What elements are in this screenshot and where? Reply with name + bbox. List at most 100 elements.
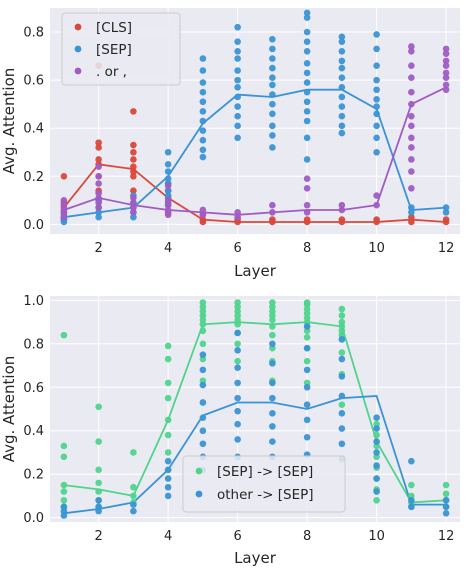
data-point bbox=[338, 129, 346, 137]
data-point bbox=[130, 168, 137, 175]
data-point bbox=[164, 192, 172, 199]
data-point bbox=[303, 218, 311, 226]
y-tick-label: 0.0 bbox=[23, 511, 44, 526]
data-point bbox=[199, 381, 207, 389]
x-tick-label: 2 bbox=[95, 241, 103, 256]
data-point bbox=[60, 213, 68, 221]
data-point bbox=[408, 74, 415, 82]
data-point bbox=[164, 182, 172, 190]
data-point bbox=[199, 206, 207, 214]
data-point bbox=[130, 108, 137, 115]
data-point bbox=[234, 23, 241, 31]
data-point bbox=[373, 488, 380, 495]
data-point bbox=[234, 394, 241, 402]
data-point bbox=[234, 320, 241, 328]
data-point bbox=[130, 163, 137, 170]
data-point bbox=[303, 79, 311, 86]
data-point bbox=[130, 213, 137, 221]
data-point bbox=[95, 488, 102, 495]
data-point bbox=[234, 76, 241, 84]
data-point bbox=[408, 47, 415, 55]
data-point bbox=[408, 144, 415, 151]
data-point bbox=[234, 47, 241, 55]
data-point bbox=[130, 141, 137, 149]
data-point bbox=[199, 153, 207, 161]
data-point bbox=[234, 209, 241, 216]
x-ticks-top: 2 4 6 8 10 12 bbox=[95, 241, 455, 256]
data-point bbox=[338, 84, 346, 91]
data-point bbox=[269, 45, 276, 53]
data-point bbox=[60, 481, 68, 489]
data-point bbox=[199, 211, 207, 219]
legend-label: other -> [SEP] bbox=[217, 487, 314, 503]
data-point bbox=[442, 74, 450, 82]
y-ticks-top: 0.0 0.2 0.4 0.6 0.8 bbox=[23, 26, 44, 233]
data-point bbox=[234, 213, 241, 221]
data-point bbox=[373, 431, 380, 439]
legend-box bbox=[182, 455, 346, 513]
data-point bbox=[199, 440, 207, 448]
data-point bbox=[95, 144, 102, 151]
data-point bbox=[338, 392, 346, 400]
data-point bbox=[60, 512, 68, 519]
data-point bbox=[338, 47, 346, 55]
data-point bbox=[130, 501, 137, 508]
y-tick-label: 0.4 bbox=[23, 122, 44, 137]
data-point bbox=[130, 492, 137, 500]
data-point bbox=[338, 425, 346, 432]
data-point bbox=[130, 199, 137, 207]
data-point bbox=[338, 305, 346, 313]
data-point bbox=[234, 103, 241, 110]
data-point bbox=[442, 496, 450, 504]
data-point bbox=[234, 38, 241, 45]
data-point bbox=[338, 112, 346, 120]
mean-line bbox=[63, 88, 447, 219]
data-point bbox=[408, 209, 415, 216]
data-point bbox=[234, 134, 241, 142]
data-point bbox=[408, 185, 415, 192]
data-point bbox=[303, 175, 311, 183]
data-point bbox=[303, 416, 311, 424]
y-tick-label: 0.8 bbox=[23, 26, 44, 41]
data-point bbox=[269, 218, 276, 226]
data-point bbox=[60, 453, 68, 461]
mean-lines-bottom bbox=[63, 321, 447, 515]
data-point bbox=[269, 132, 276, 139]
data-point bbox=[130, 148, 137, 156]
x-tick-label: 10 bbox=[368, 241, 385, 256]
data-point bbox=[338, 38, 346, 45]
data-point bbox=[303, 433, 311, 441]
data-point bbox=[442, 86, 450, 94]
legend-top: [CLS] [SEP] . or , bbox=[61, 12, 181, 86]
data-point bbox=[199, 136, 207, 144]
data-point bbox=[408, 100, 415, 108]
data-point bbox=[408, 122, 415, 130]
data-point bbox=[95, 156, 102, 163]
data-point bbox=[442, 62, 450, 70]
data-point bbox=[303, 98, 311, 106]
data-point bbox=[95, 189, 102, 197]
x-tick-label: 6 bbox=[233, 529, 241, 544]
data-point bbox=[95, 466, 102, 474]
data-point bbox=[164, 394, 172, 402]
data-point bbox=[303, 108, 311, 115]
data-point bbox=[164, 416, 172, 424]
data-point bbox=[164, 449, 172, 456]
data-point bbox=[303, 88, 311, 96]
data-point bbox=[303, 156, 311, 163]
mean-line bbox=[63, 395, 447, 515]
data-point bbox=[269, 340, 276, 348]
legend-label: . or , bbox=[96, 64, 127, 80]
data-point bbox=[234, 218, 241, 226]
data-point bbox=[95, 209, 102, 216]
data-point bbox=[269, 100, 276, 108]
data-point bbox=[130, 156, 137, 163]
data-point bbox=[234, 347, 241, 354]
mean-line bbox=[63, 321, 447, 504]
x-tick-label: 8 bbox=[303, 529, 311, 544]
data-point bbox=[373, 62, 380, 70]
data-point bbox=[95, 180, 102, 187]
data-point bbox=[442, 50, 450, 57]
x-tick-label: 12 bbox=[438, 529, 455, 544]
data-point bbox=[95, 172, 102, 180]
